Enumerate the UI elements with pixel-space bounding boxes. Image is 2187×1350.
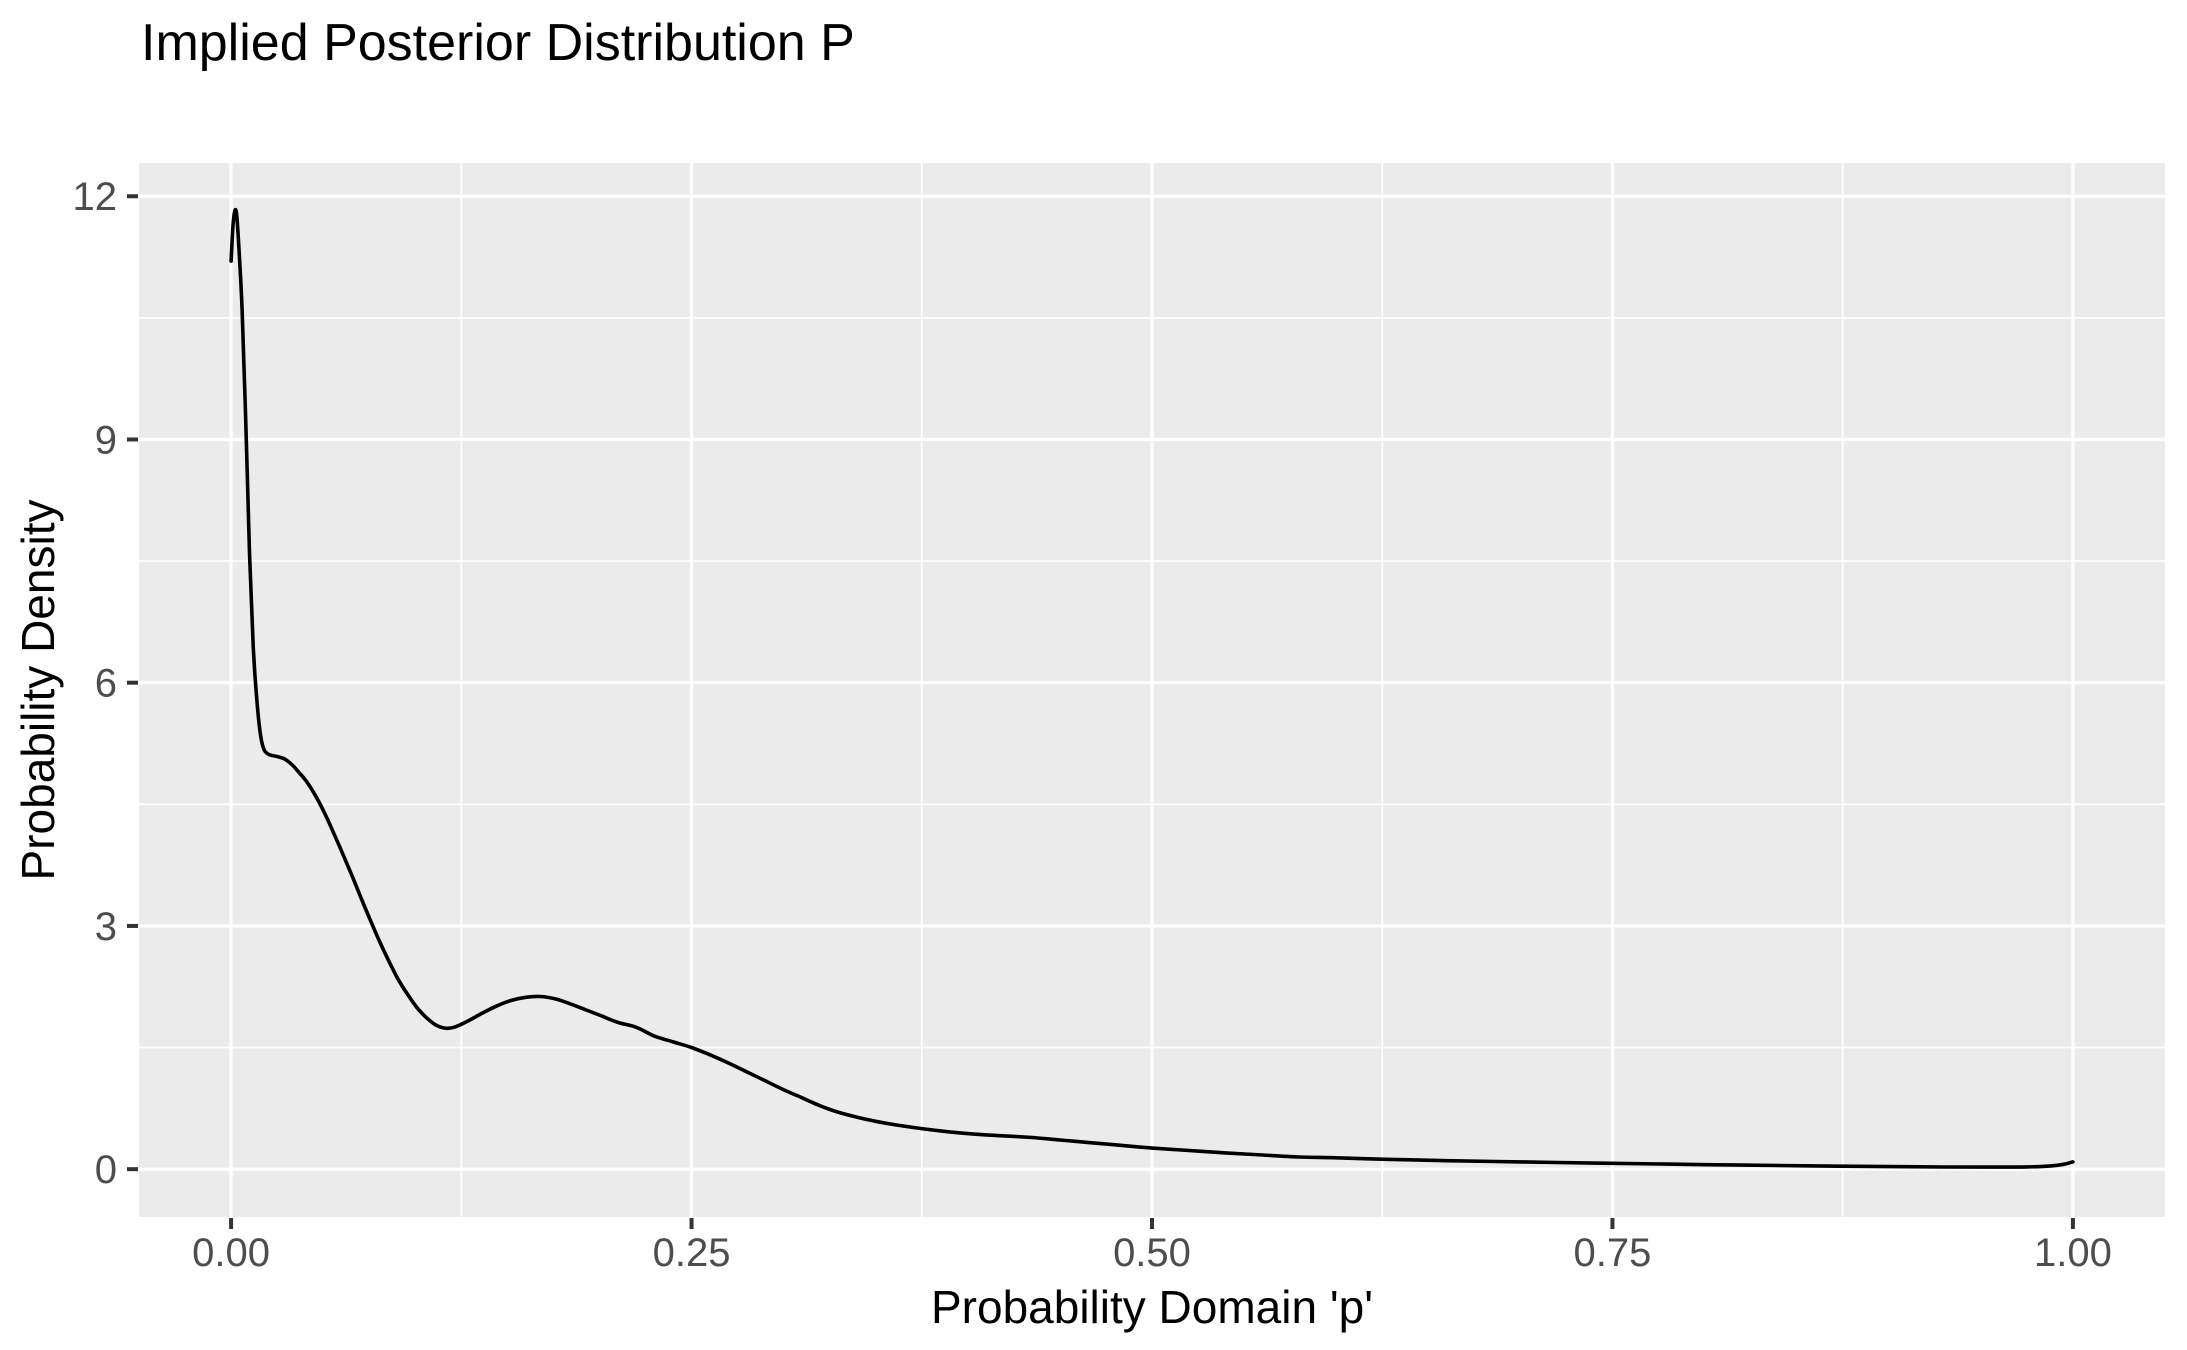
y-axis-title: Probability Density xyxy=(12,499,64,881)
y-tick-label: 9 xyxy=(95,418,117,462)
y-tick-label: 12 xyxy=(73,175,118,219)
x-tick-label: 0.50 xyxy=(1113,1231,1191,1275)
x-tick-label: 0.00 xyxy=(192,1231,270,1275)
x-tick-label: 0.25 xyxy=(653,1231,731,1275)
density-curve xyxy=(229,207,2075,1169)
plot-title: Implied Posterior Distribution P xyxy=(141,14,855,72)
y-tick-label: 0 xyxy=(95,1148,117,1192)
x-axis-title: Probability Domain 'p' xyxy=(931,1281,1373,1333)
y-tick-label: 3 xyxy=(95,905,117,949)
x-tick-label: 1.00 xyxy=(2034,1231,2112,1275)
y-tick-label: 6 xyxy=(95,662,117,706)
x-tick-label: 0.75 xyxy=(1574,1231,1652,1275)
